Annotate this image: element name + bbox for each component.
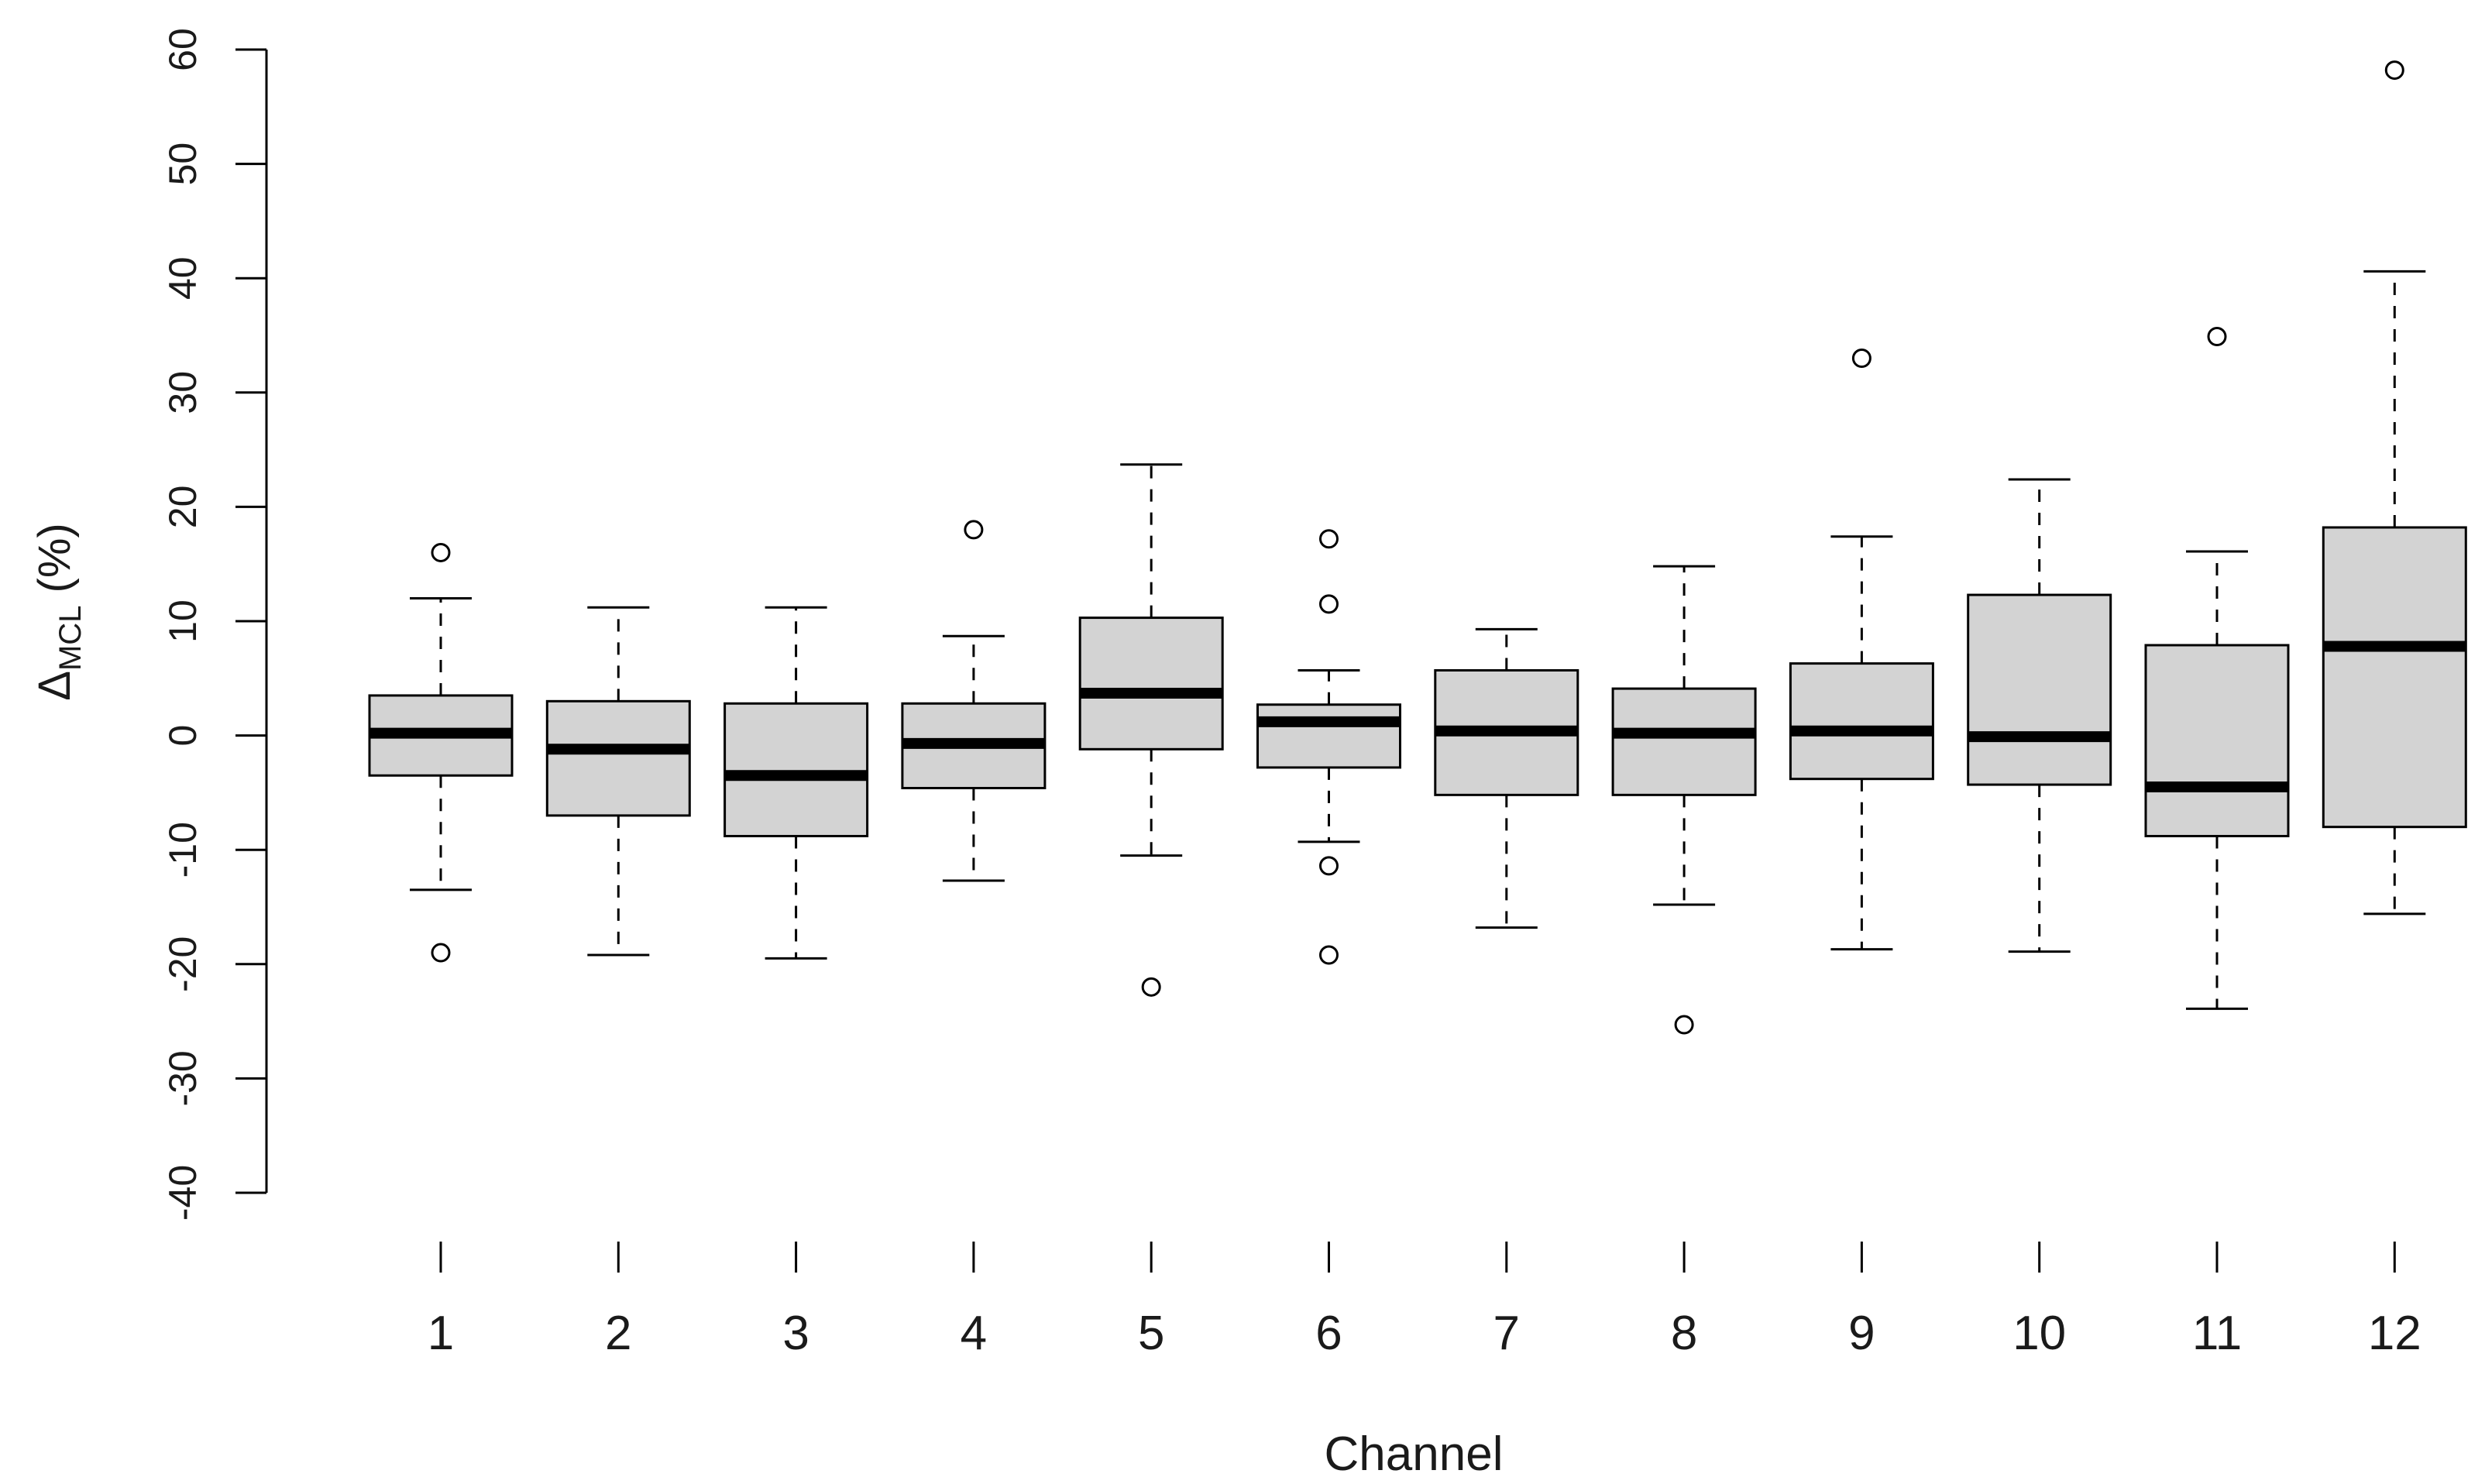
x-tick-label: 7: [1493, 1307, 1520, 1360]
y-axis-title-symbol: Δ: [29, 671, 80, 701]
y-tick-label: 20: [161, 486, 205, 529]
iqr-box: [1967, 593, 2112, 786]
box-group: [2144, 326, 2290, 1010]
outlier-point: [1141, 977, 1161, 997]
outlier-point: [1319, 594, 1339, 614]
box-group: [1256, 529, 1401, 965]
outlier-point: [1674, 1015, 1694, 1035]
iqr-box: [1078, 617, 1224, 751]
outlier-point: [2384, 60, 2404, 81]
boxes-layer: [368, 60, 2467, 1035]
box-group: [1789, 349, 1934, 951]
outlier-point: [1319, 945, 1339, 965]
x-axis: 1 2 3 4 5 6 7 8 9 10 11 12: [428, 1242, 2421, 1360]
x-axis-title: Channel: [1325, 1427, 1504, 1481]
iqr-box: [2322, 526, 2467, 829]
y-axis-title-suffix: (%): [29, 523, 80, 605]
x-tick-label: 6: [1315, 1307, 1342, 1360]
y-tick-label: 50: [161, 143, 205, 186]
box-group: [1967, 478, 2112, 953]
x-tick-label: 11: [2192, 1307, 2242, 1360]
y-tick-label: 60: [161, 28, 205, 71]
y-tick-label: -20: [161, 936, 205, 992]
iqr-box: [1611, 687, 1757, 796]
box-group: [1434, 627, 1579, 929]
outlier-point: [431, 943, 451, 963]
x-tick-label: 1: [428, 1307, 454, 1360]
iqr-box: [724, 702, 869, 837]
x-tick-label: 10: [2012, 1307, 2066, 1360]
y-axis-title-subscript: MCL: [53, 606, 88, 671]
y-axis-title: ΔMCL (%): [29, 523, 88, 701]
box-group: [1611, 565, 1757, 1035]
box-group: [2322, 60, 2467, 915]
outlier-point: [2207, 326, 2227, 346]
outlier-point: [431, 542, 451, 562]
y-tick-label: -10: [161, 822, 205, 878]
outlier-point: [1851, 349, 1871, 369]
box-group: [368, 542, 514, 963]
y-tick-label: 40: [161, 256, 205, 300]
y-tick-label: -40: [161, 1165, 205, 1221]
y-tick-label: 10: [161, 599, 205, 643]
y-tick-label: -30: [161, 1050, 205, 1106]
iqr-box: [545, 699, 691, 817]
x-tick-label: 5: [1138, 1307, 1164, 1360]
box-group: [545, 606, 691, 957]
iqr-box: [1789, 662, 1934, 781]
x-tick-label: 4: [961, 1307, 987, 1360]
outlier-point: [1319, 856, 1339, 876]
outlier-point: [1319, 529, 1339, 549]
x-tick-label: 12: [2368, 1307, 2421, 1360]
x-tick-label: 2: [605, 1307, 631, 1360]
y-tick-label: 0: [161, 725, 205, 747]
outlier-point: [964, 520, 984, 540]
x-tick-label: 8: [1671, 1307, 1697, 1360]
box-group: [901, 520, 1047, 882]
box-group: [1078, 463, 1224, 997]
iqr-box: [2144, 644, 2290, 837]
y-tick-label: 30: [161, 371, 205, 414]
iqr-box: [1256, 703, 1401, 769]
y-axis: -40 -30 -20 -10 0 10 20 30 40 50 60: [161, 28, 268, 1221]
x-tick-label: 9: [1848, 1307, 1875, 1360]
x-tick-label: 3: [782, 1307, 809, 1360]
box-group: [724, 606, 869, 960]
